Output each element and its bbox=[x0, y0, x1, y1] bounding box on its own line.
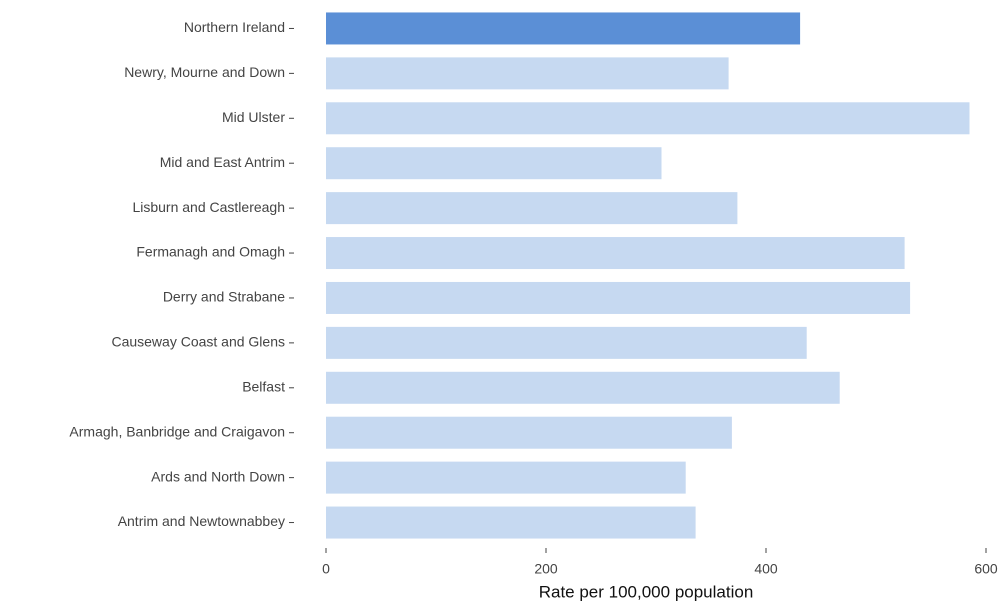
bar bbox=[326, 102, 970, 135]
bar bbox=[326, 192, 738, 225]
y-tick-label: Derry and Strabane bbox=[163, 289, 285, 305]
y-tick-label: Fermanagh and Omagh bbox=[136, 244, 285, 260]
bar bbox=[326, 416, 732, 449]
bar bbox=[326, 281, 911, 314]
bar bbox=[326, 461, 686, 494]
y-tick-label: Armagh, Banbridge and Craigavon bbox=[69, 423, 285, 439]
y-tick-label: Antrim and Newtownabbey bbox=[118, 513, 285, 529]
bar bbox=[326, 237, 905, 270]
y-tick-label: Mid and East Antrim bbox=[160, 154, 285, 170]
bar bbox=[326, 147, 662, 180]
x-axis-title: Rate per 100,000 population bbox=[539, 582, 754, 601]
y-tick-label: Northern Ireland bbox=[184, 19, 285, 35]
x-tick-label: 400 bbox=[754, 561, 778, 577]
bar bbox=[326, 506, 696, 539]
bar bbox=[326, 326, 807, 359]
x-tick-label: 200 bbox=[534, 561, 558, 577]
y-tick-label: Ards and North Down bbox=[151, 468, 285, 484]
y-tick-label: Mid Ulster bbox=[222, 109, 285, 125]
x-tick-label: 0 bbox=[322, 561, 330, 577]
y-tick-label: Causeway Coast and Glens bbox=[111, 334, 285, 350]
y-tick-label: Newry, Mourne and Down bbox=[124, 64, 285, 80]
bar bbox=[326, 371, 840, 404]
bar bbox=[326, 12, 801, 45]
x-tick-label: 600 bbox=[974, 561, 998, 577]
y-tick-label: Lisburn and Castlereagh bbox=[132, 199, 285, 215]
y-tick-label: Belfast bbox=[242, 378, 285, 394]
bar bbox=[326, 57, 729, 90]
